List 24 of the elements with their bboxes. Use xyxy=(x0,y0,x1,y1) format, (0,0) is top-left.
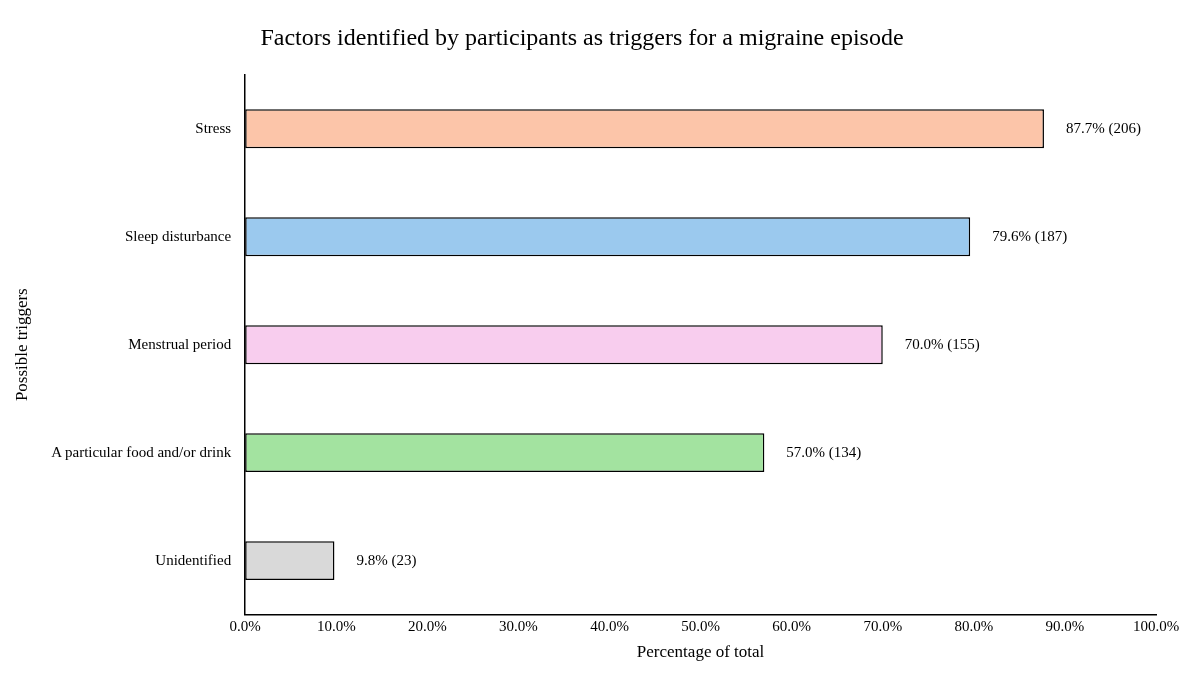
y-tick-label: A particular food and/or drink xyxy=(51,443,232,460)
y-tick-label: Stress xyxy=(195,119,232,136)
chart-title: Factors identified by participants as triggers for a migraine episode xyxy=(260,23,904,50)
x-tick-label: 50.0% xyxy=(681,617,720,634)
data-label: 79.6% (187) xyxy=(992,227,1068,245)
x-tick-label: 90.0% xyxy=(1045,617,1085,634)
x-tick-label: 0.0% xyxy=(229,617,261,634)
data-label: 70.0% (155) xyxy=(904,335,980,353)
x-tick-label: 40.0% xyxy=(590,617,629,634)
y-tick-label: Sleep disturbance xyxy=(124,227,232,244)
x-tick-label: 100.0% xyxy=(1132,617,1180,634)
data-label: 9.8% (23) xyxy=(356,551,417,569)
data-label: 57.0% (134) xyxy=(786,443,862,461)
x-tick-label: 10.0% xyxy=(316,617,356,634)
x-tick-label: 30.0% xyxy=(499,617,538,634)
y-axis-title: Possible triggers xyxy=(11,288,31,402)
data-label: 87.7% (206) xyxy=(1065,119,1141,137)
x-tick-label: 60.0% xyxy=(772,617,812,634)
x-axis-title: Percentage of total xyxy=(636,642,765,662)
x-tick-label: 70.0% xyxy=(863,617,903,634)
y-tick-label: Unidentified xyxy=(155,551,232,568)
y-tick-label: Menstrual period xyxy=(128,335,232,352)
x-tick-label: 80.0% xyxy=(954,617,994,634)
x-tick-label: 20.0% xyxy=(407,617,447,634)
